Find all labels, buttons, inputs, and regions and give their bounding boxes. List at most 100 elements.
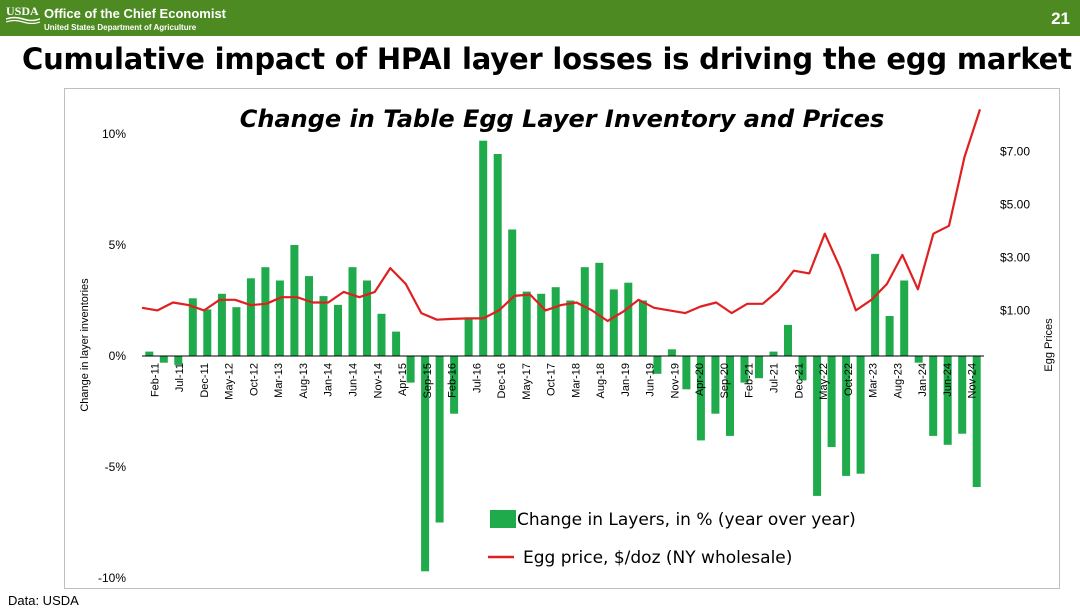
y-tick-label: 0%: [109, 349, 127, 363]
layer-change-bar: [290, 245, 299, 356]
x-tick-label: Nov-24: [967, 363, 979, 398]
x-tick-label: Dec-21: [793, 363, 805, 398]
x-tick-label: Jan-24: [917, 363, 929, 397]
x-tick-label: Apr-15: [397, 363, 409, 396]
x-tick-label: Jan-14: [323, 363, 335, 397]
svg-text:USDA: USDA: [6, 4, 39, 18]
y-tick-label: 5%: [109, 238, 127, 252]
layer-change-bar: [842, 356, 851, 476]
y2-tick-label: $1.00: [1000, 303, 1030, 317]
x-tick-label: May-12: [224, 363, 236, 400]
x-tick-label: Jun-14: [348, 363, 360, 397]
legend-label-line: Egg price, $/doz (NY wholesale): [523, 548, 792, 568]
layer-change-bar: [261, 267, 270, 356]
layer-change-bar: [493, 154, 502, 356]
org-name: Office of the Chief Economist: [44, 6, 227, 21]
header-banner: USDA Office of the Chief Economist Unite…: [0, 0, 1080, 36]
layer-change-bar: [406, 356, 415, 383]
layer-change-bar: [972, 356, 981, 487]
layer-change-bar: [958, 356, 967, 434]
layer-change-bar: [856, 356, 865, 474]
layer-change-bar: [580, 267, 589, 356]
x-tick-label: Jun-24: [942, 363, 954, 397]
x-tick-label: Jul-16: [471, 363, 483, 393]
bar-series: [145, 140, 981, 572]
layer-change-bar: [305, 276, 313, 356]
y2-axis-label: Egg Prices: [1043, 318, 1055, 372]
layer-change-bar: [667, 349, 676, 356]
x-tick-label: Feb-16: [447, 363, 459, 398]
y2-tick-label: $5.00: [1000, 198, 1030, 212]
x-tick-label: Oct-22: [843, 363, 855, 396]
x-tick-labels: Feb-11 Jul-11 Dec-11 May-12 Oct-12 Mar-13 Aug-…: [149, 363, 978, 400]
layer-change-bar: [522, 291, 531, 356]
x-tick-label: Aug-18: [595, 363, 607, 398]
x-tick-label: May-17: [521, 363, 533, 400]
y-tick-labels: 10% 5% 0% -5% -10%: [98, 127, 126, 585]
x-tick-label: Feb-11: [149, 363, 161, 397]
x-tick-label: Feb-21: [744, 363, 756, 398]
x-tick-label: Apr-20: [694, 363, 706, 396]
layer-change-bar: [740, 356, 749, 383]
price-line: [141, 109, 982, 323]
layer-change-bar: [435, 356, 444, 523]
x-tick-label: Aug-13: [298, 363, 310, 398]
layer-change-bar: [174, 356, 183, 365]
layer-change-bar: [377, 313, 386, 356]
layer-change-bar: [145, 351, 154, 356]
legend-swatch-bars: [490, 510, 516, 528]
usda-logo: USDA: [6, 4, 40, 24]
layer-change-bar: [726, 356, 734, 436]
layer-change-bar: [450, 356, 459, 414]
x-tick-label: Dec-16: [496, 363, 508, 398]
x-tick-label: Oct-17: [546, 363, 558, 396]
y-tick-label: 10%: [102, 127, 126, 141]
layer-change-bar: [624, 282, 633, 356]
layer-change-bar: [682, 356, 691, 390]
layer-change-bar: [159, 356, 168, 363]
chart-frame: [64, 88, 1060, 589]
layer-change-bar: [334, 304, 342, 356]
x-tick-label: Mar-23: [868, 363, 880, 398]
layer-change-bar: [551, 287, 560, 356]
layer-change-bar: [798, 356, 807, 381]
layer-change-bar: [769, 351, 778, 356]
layer-change-bar: [537, 293, 546, 356]
y2-tick-labels: $7.00 $5.00 $3.00 $1.00: [1000, 145, 1030, 318]
legend: Change in Layers, in % (year over year) …: [488, 510, 856, 568]
source-note: Data: USDA: [8, 593, 79, 608]
x-tick-label: Nov-14: [372, 363, 384, 398]
layer-change-bar: [464, 318, 473, 356]
legend-label-bars: Change in Layers, in % (year over year): [517, 510, 856, 530]
y-tick-label: -10%: [98, 571, 126, 585]
x-tick-label: May-22: [818, 363, 830, 400]
y-tick-label: -5%: [105, 460, 127, 474]
layer-change-bar: [696, 356, 705, 441]
x-tick-label: Sep-20: [719, 363, 731, 398]
layer-change-bar: [508, 229, 517, 356]
layer-change-bar: [595, 262, 604, 356]
layer-change-bar: [653, 356, 662, 374]
layer-change-bar: [232, 307, 241, 356]
layer-change-bar: [479, 140, 488, 356]
layer-change-bar: [363, 280, 371, 356]
layer-change-bar: [755, 356, 763, 379]
x-tick-label: Oct-12: [248, 363, 260, 396]
y2-tick-label: $3.00: [1000, 251, 1030, 265]
layer-change-bar: [348, 267, 357, 356]
x-tick-label: Dec-11: [199, 363, 211, 398]
x-tick-label: Aug-23: [892, 363, 904, 398]
layer-change-bar: [900, 280, 909, 356]
layer-change-bar: [203, 309, 212, 356]
layer-change-bar: [566, 300, 575, 356]
layer-change-bar: [784, 324, 792, 356]
x-tick-label: Jan-19: [620, 363, 632, 397]
layer-change-bar: [392, 331, 401, 356]
y2-tick-label: $7.00: [1000, 145, 1030, 159]
layer-change-bar: [246, 278, 255, 356]
layer-change-bar: [929, 356, 938, 436]
layer-change-bar: [827, 356, 836, 447]
x-tick-label: Jun-19: [645, 363, 657, 397]
x-tick-label: Sep-15: [422, 363, 434, 398]
